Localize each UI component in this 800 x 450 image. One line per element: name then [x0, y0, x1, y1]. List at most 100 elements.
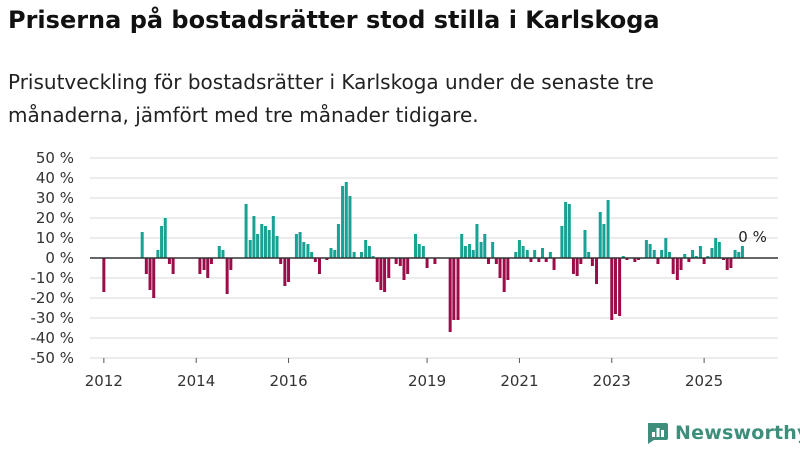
bar [364, 240, 368, 258]
bar [529, 258, 533, 262]
bar [610, 258, 614, 320]
bar [298, 232, 302, 258]
bar [156, 250, 160, 258]
bar [294, 234, 298, 258]
bar [740, 246, 744, 258]
bar [502, 258, 506, 292]
bar [537, 258, 541, 262]
bar [506, 258, 510, 280]
bar [448, 258, 452, 332]
bar [271, 216, 275, 258]
last-value-label: 0 % [738, 228, 767, 246]
bar [198, 258, 202, 274]
y-tick-label: 10 % [36, 229, 74, 247]
bar [352, 252, 356, 258]
bar [313, 258, 317, 262]
bar [706, 256, 710, 258]
bar [687, 258, 691, 262]
bar [652, 250, 656, 258]
y-tick-label: -30 % [30, 309, 74, 327]
y-tick-label: 30 % [36, 189, 74, 207]
bar [671, 258, 675, 274]
bar [694, 256, 698, 258]
bar [717, 242, 721, 258]
bar [425, 258, 429, 268]
bar [514, 252, 518, 258]
x-tick-label: 2016 [269, 372, 307, 390]
bar [333, 250, 337, 258]
bar [263, 226, 267, 258]
bar [733, 250, 737, 258]
newsworthy-logo-icon [648, 423, 668, 444]
bar [595, 258, 599, 284]
bar [394, 258, 398, 264]
bar [398, 258, 402, 266]
bar-chart: 50 % 40 % 30 % 20 % 10 % 0 % -10 % -20 % -30 % -4… [30, 149, 778, 390]
bar [456, 258, 460, 320]
brand-name: Newsworthy [675, 422, 800, 444]
bar [606, 200, 610, 258]
bar [260, 224, 264, 258]
chart-subtitle: Prisutveckling för bostadsrätter i Karls… [8, 70, 654, 127]
y-tick-label: 40 % [36, 169, 74, 187]
bar [329, 248, 333, 258]
bar [244, 204, 248, 258]
bar [483, 234, 487, 258]
bar [656, 258, 660, 264]
bar [579, 258, 583, 264]
bar [618, 258, 622, 316]
y-tick-label: -50 % [30, 349, 74, 367]
y-tick-label: -20 % [30, 289, 74, 307]
y-tick-label: 50 % [36, 149, 74, 167]
bar [402, 258, 406, 280]
bar [463, 246, 467, 258]
bar [348, 196, 352, 258]
bar [360, 252, 364, 258]
bar [729, 258, 733, 268]
bar [587, 252, 591, 258]
x-tick-label: 2025 [685, 372, 723, 390]
bar [702, 258, 706, 264]
bar [625, 258, 629, 260]
bar [229, 258, 233, 270]
bar [491, 242, 495, 258]
bar [710, 248, 714, 258]
y-tick-label: 0 % [45, 249, 74, 267]
bar [302, 242, 306, 258]
bar [252, 216, 256, 258]
bar [152, 258, 156, 298]
bar [644, 240, 648, 258]
brand[interactable]: Newsworthy [645, 420, 800, 446]
bar [379, 258, 383, 290]
bar [660, 250, 664, 258]
bar [564, 202, 568, 258]
bar [460, 234, 464, 258]
bar [633, 258, 637, 262]
bar [341, 186, 345, 258]
bar [102, 258, 106, 292]
x-tick-label: 2023 [593, 372, 631, 390]
bar [667, 252, 671, 258]
bar [383, 258, 387, 292]
bar [248, 240, 252, 258]
bar [171, 258, 175, 274]
bar [560, 226, 564, 258]
bar [367, 246, 371, 258]
bar [371, 256, 375, 258]
bar [306, 244, 310, 258]
bar [475, 224, 479, 258]
bar [452, 258, 456, 320]
bar [267, 230, 271, 258]
bar [406, 258, 410, 274]
bar [202, 258, 206, 270]
bar [433, 258, 437, 264]
bar [521, 246, 525, 258]
bar [144, 258, 148, 274]
x-tick-label: 2014 [177, 372, 215, 390]
x-tick-label: 2021 [500, 372, 538, 390]
bar [691, 250, 695, 258]
bar [317, 258, 321, 274]
bar [698, 246, 702, 258]
bar [602, 224, 606, 258]
bar [163, 218, 167, 258]
